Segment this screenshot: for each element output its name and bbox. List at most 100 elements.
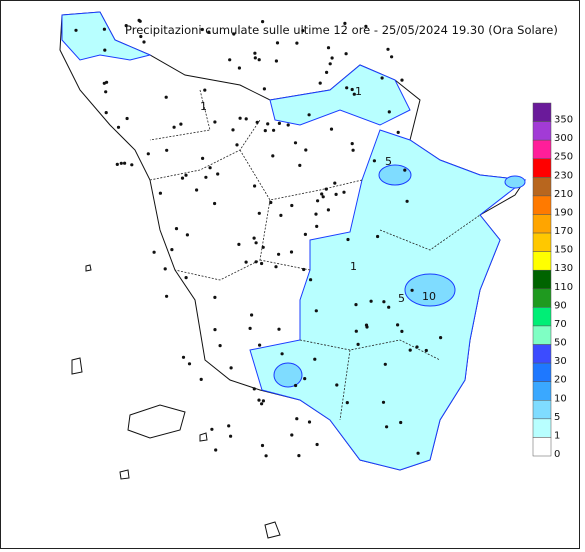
station <box>274 59 278 63</box>
station <box>165 148 169 152</box>
rain-area <box>504 175 526 189</box>
station <box>356 342 360 346</box>
station <box>320 192 324 196</box>
station <box>181 355 186 359</box>
station <box>119 161 123 165</box>
station <box>139 34 143 39</box>
station <box>218 344 222 348</box>
rain-area <box>269 64 411 126</box>
legend-label: 90 <box>554 300 567 311</box>
station <box>203 88 207 92</box>
station <box>315 224 319 228</box>
station <box>390 55 394 59</box>
legend-swatch <box>532 214 552 234</box>
legend-label: 300 <box>554 133 573 144</box>
station <box>102 81 106 85</box>
station <box>330 56 334 60</box>
station <box>408 348 412 352</box>
station <box>272 128 276 132</box>
station <box>199 377 203 381</box>
station <box>231 128 235 132</box>
legend-label: 170 <box>554 226 573 237</box>
station <box>216 172 220 176</box>
station <box>295 417 299 421</box>
station <box>342 190 346 194</box>
legend-swatch <box>532 139 552 159</box>
station <box>74 28 78 32</box>
legend-label: 20 <box>554 375 567 386</box>
station <box>385 425 389 429</box>
rain-area <box>61 11 152 61</box>
station <box>257 58 261 62</box>
station <box>387 305 391 309</box>
legend-swatch <box>532 195 552 215</box>
station <box>204 175 208 179</box>
station <box>146 152 150 156</box>
station <box>307 420 312 424</box>
station <box>277 327 281 331</box>
station <box>354 329 358 333</box>
legend-swatch <box>532 269 552 290</box>
contour-label: 10 <box>422 290 436 303</box>
legend-label: 210 <box>554 189 573 200</box>
station <box>235 143 239 147</box>
station <box>227 424 231 428</box>
legend-swatch <box>532 437 552 457</box>
station <box>262 87 266 91</box>
station <box>261 20 265 24</box>
station <box>170 248 174 252</box>
legend-label: 150 <box>554 245 573 256</box>
station <box>334 192 338 196</box>
legend-label: 1 <box>554 430 560 441</box>
station <box>257 398 261 402</box>
rain-area <box>273 362 303 388</box>
station <box>115 162 119 166</box>
station <box>315 442 319 447</box>
station <box>314 212 318 216</box>
station <box>352 92 356 96</box>
station <box>104 90 108 94</box>
station <box>260 402 264 406</box>
station <box>254 241 258 245</box>
legend-label: 10 <box>554 393 567 404</box>
station <box>163 267 167 271</box>
station <box>303 377 307 381</box>
station <box>214 448 218 452</box>
station <box>369 299 373 303</box>
station <box>244 260 248 264</box>
station <box>253 51 257 55</box>
station <box>329 127 334 131</box>
legend-label: 110 <box>554 282 573 293</box>
station <box>180 176 185 180</box>
station <box>158 191 162 195</box>
station <box>316 199 320 203</box>
station <box>354 303 358 307</box>
station <box>295 41 299 45</box>
station <box>405 199 409 203</box>
station <box>252 236 256 240</box>
station <box>248 326 252 330</box>
legend-swatch <box>532 158 552 178</box>
rain-area <box>249 129 527 471</box>
station <box>174 227 179 231</box>
station <box>213 120 217 124</box>
station <box>410 288 414 292</box>
station <box>254 260 258 264</box>
station <box>304 148 308 152</box>
station <box>290 433 294 437</box>
station <box>416 451 420 455</box>
station <box>207 30 211 34</box>
islands <box>71 264 281 539</box>
legend-label: 0 <box>554 449 560 460</box>
station <box>290 203 294 208</box>
legend-swatch <box>532 102 552 122</box>
station <box>138 19 142 23</box>
station <box>333 181 337 185</box>
legend-swatch <box>532 232 552 252</box>
legend-label: 230 <box>554 170 573 181</box>
station <box>350 87 354 92</box>
station <box>343 21 347 25</box>
station <box>274 265 278 269</box>
station <box>266 122 270 126</box>
rain-area <box>404 273 456 307</box>
